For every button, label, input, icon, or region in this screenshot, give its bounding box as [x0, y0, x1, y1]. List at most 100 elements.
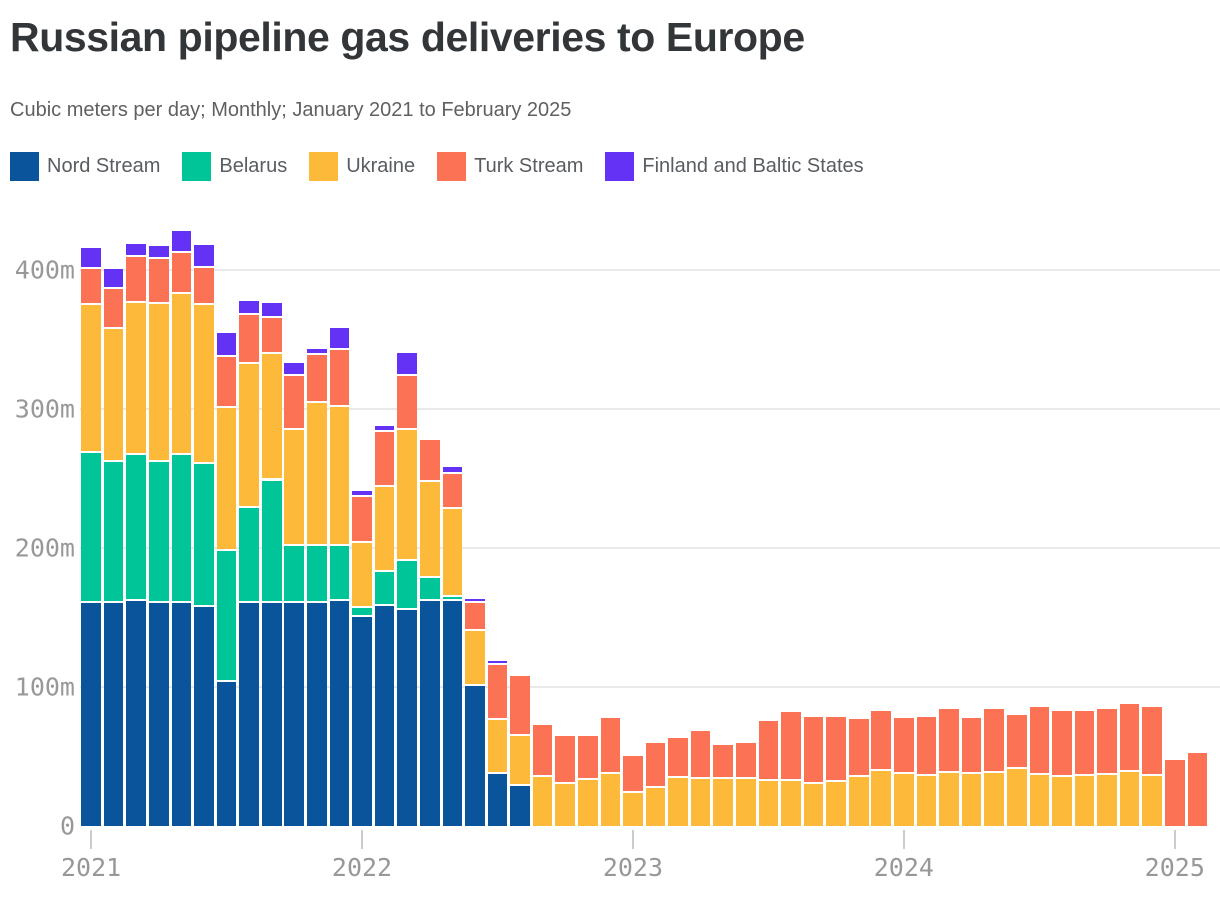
bar-segment-turk-stream[interactable] [419, 439, 440, 480]
bar-segment-turk-stream[interactable] [442, 471, 463, 507]
bar-segment-ukraine[interactable] [261, 352, 282, 479]
bar-segment-nord-stream[interactable] [397, 607, 417, 826]
bar-segment-ukraine[interactable] [103, 326, 124, 461]
bar-segment-turk-stream[interactable] [961, 717, 982, 772]
bar-segment-turk-stream[interactable] [916, 716, 937, 774]
bar-segment-nord-stream[interactable] [216, 680, 237, 826]
bar-segment-turk-stream[interactable] [1029, 707, 1050, 774]
bar-segment-nord-stream[interactable] [81, 600, 101, 826]
bar-segment-ukraine[interactable] [894, 771, 914, 826]
bar-segment-belarus[interactable] [81, 450, 101, 601]
bar-segment-nord-stream[interactable] [465, 684, 485, 826]
bar-segment-turk-stream[interactable] [194, 265, 214, 304]
bar-segment-belarus[interactable] [126, 453, 147, 600]
bar-segment-finland-and-baltic-states[interactable] [397, 353, 417, 375]
bar-segment-finland-and-baltic-states[interactable] [216, 332, 237, 355]
bar-segment-finland-and-baltic-states[interactable] [329, 328, 350, 348]
bar-segment-ukraine[interactable] [1119, 770, 1140, 826]
bar-segment-ukraine[interactable] [1006, 766, 1027, 826]
bar-segment-finland-and-baltic-states[interactable] [442, 466, 463, 472]
bar-segment-belarus[interactable] [329, 543, 350, 600]
bar-segment-turk-stream[interactable] [645, 742, 666, 786]
bar-segment-nord-stream[interactable] [239, 600, 259, 826]
bar-segment-ukraine[interactable] [126, 300, 147, 454]
bar-segment-turk-stream[interactable] [374, 429, 395, 486]
bar-segment-belarus[interactable] [419, 575, 440, 600]
bar-segment-ukraine[interactable] [171, 292, 192, 454]
bar-segment-ukraine[interactable] [239, 361, 259, 507]
bar-segment-turk-stream[interactable] [668, 737, 688, 776]
bar-segment-ukraine[interactable] [668, 775, 688, 826]
bar-segment-finland-and-baltic-states[interactable] [261, 303, 282, 316]
bar-segment-turk-stream[interactable] [307, 353, 327, 401]
bar-segment-turk-stream[interactable] [939, 709, 959, 772]
bar-segment-ukraine[interactable] [284, 428, 305, 544]
bar-segment-turk-stream[interactable] [1164, 759, 1185, 826]
bar-segment-finland-and-baltic-states[interactable] [126, 243, 147, 255]
bar-segment-belarus[interactable] [103, 460, 124, 601]
bar-segment-ukraine[interactable] [984, 771, 1004, 826]
bar-segment-belarus[interactable] [239, 506, 259, 601]
bar-segment-ukraine[interactable] [1097, 773, 1117, 826]
bar-segment-turk-stream[interactable] [577, 736, 598, 779]
bar-segment-turk-stream[interactable] [1187, 753, 1208, 826]
bar-segment-ukraine[interactable] [329, 404, 350, 544]
bar-segment-ukraine[interactable] [465, 628, 485, 685]
bar-segment-turk-stream[interactable] [781, 712, 801, 779]
bar-segment-turk-stream[interactable] [239, 313, 259, 362]
bar-segment-finland-and-baltic-states[interactable] [81, 247, 101, 268]
bar-segment-turk-stream[interactable] [1052, 711, 1072, 775]
bar-segment-nord-stream[interactable] [149, 600, 169, 826]
bar-segment-ukraine[interactable] [871, 769, 892, 826]
bar-segment-nord-stream[interactable] [261, 600, 282, 826]
bar-segment-turk-stream[interactable] [690, 731, 711, 778]
bar-segment-ukraine[interactable] [149, 301, 169, 461]
bar-segment-turk-stream[interactable] [894, 718, 914, 772]
bar-segment-belarus[interactable] [374, 570, 395, 604]
bar-segment-finland-and-baltic-states[interactable] [149, 246, 169, 258]
bar-segment-belarus[interactable] [171, 453, 192, 601]
bar-segment-ukraine[interactable] [645, 785, 666, 826]
bar-segment-finland-and-baltic-states[interactable] [194, 244, 214, 266]
bar-segment-ukraine[interactable] [532, 774, 553, 826]
bar-segment-ukraine[interactable] [848, 774, 869, 826]
bar-segment-turk-stream[interactable] [352, 495, 372, 542]
bar-segment-ukraine[interactable] [81, 303, 101, 451]
bar-segment-ukraine[interactable] [1029, 773, 1050, 826]
bar-segment-turk-stream[interactable] [284, 374, 305, 429]
bar-segment-belarus[interactable] [261, 478, 282, 601]
bar-segment-ukraine[interactable] [916, 773, 937, 826]
bar-segment-ukraine[interactable] [690, 777, 711, 826]
bar-segment-nord-stream[interactable] [103, 600, 124, 826]
bar-segment-belarus[interactable] [397, 559, 417, 608]
bar-segment-turk-stream[interactable] [1097, 709, 1117, 774]
bar-segment-turk-stream[interactable] [81, 267, 101, 304]
bar-segment-belarus[interactable] [216, 549, 237, 681]
bar-segment-turk-stream[interactable] [171, 250, 192, 293]
bar-segment-belarus[interactable] [307, 543, 327, 601]
bar-segment-turk-stream[interactable] [736, 742, 756, 777]
bar-segment-belarus[interactable] [194, 461, 214, 605]
bar-segment-turk-stream[interactable] [600, 717, 621, 772]
bar-segment-ukraine[interactable] [713, 776, 734, 826]
bar-segment-ukraine[interactable] [623, 791, 643, 826]
bar-segment-ukraine[interactable] [555, 781, 575, 826]
bar-segment-turk-stream[interactable] [532, 724, 553, 775]
bar-segment-turk-stream[interactable] [126, 254, 147, 301]
bar-segment-ukraine[interactable] [487, 717, 508, 772]
bar-segment-turk-stream[interactable] [848, 718, 869, 775]
bar-segment-turk-stream[interactable] [261, 315, 282, 352]
bar-segment-turk-stream[interactable] [1074, 711, 1095, 774]
bar-segment-ukraine[interactable] [307, 400, 327, 544]
bar-segment-finland-and-baltic-states[interactable] [171, 231, 192, 251]
bar-segment-finland-and-baltic-states[interactable] [307, 349, 327, 354]
bar-segment-turk-stream[interactable] [713, 745, 734, 777]
bar-segment-ukraine[interactable] [352, 541, 372, 607]
bar-segment-nord-stream[interactable] [487, 771, 508, 826]
bar-segment-ukraine[interactable] [1142, 773, 1162, 826]
bar-segment-nord-stream[interactable] [352, 614, 372, 826]
bar-segment-finland-and-baltic-states[interactable] [352, 491, 372, 496]
bar-segment-ukraine[interactable] [374, 485, 395, 571]
bar-segment-ukraine[interactable] [826, 780, 846, 826]
bar-segment-nord-stream[interactable] [374, 603, 395, 826]
